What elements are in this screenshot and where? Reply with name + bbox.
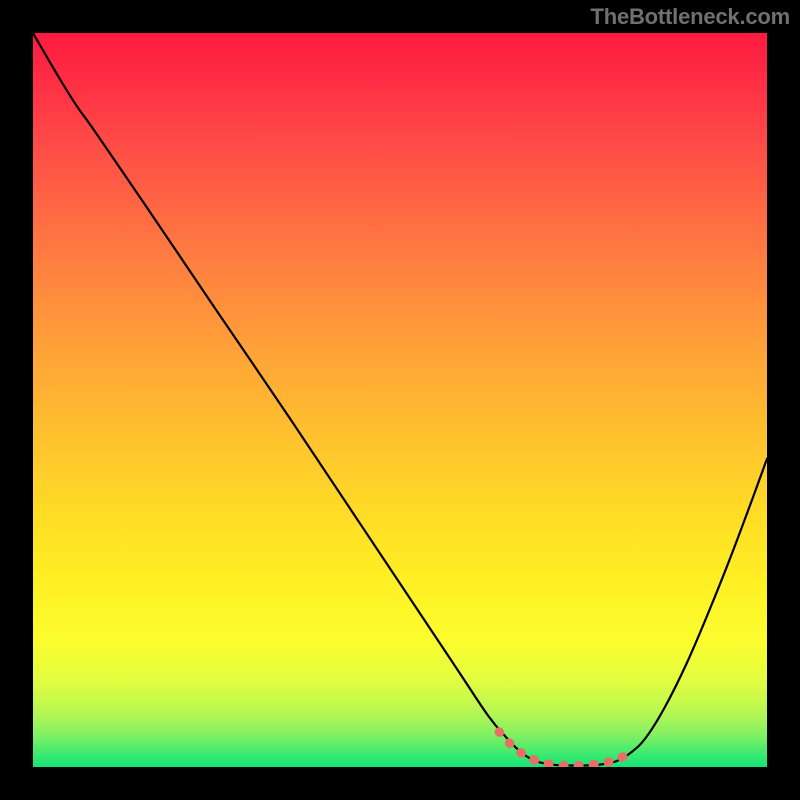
gradient-background: [33, 33, 767, 767]
chart-root: TheBottleneck.com: [0, 0, 800, 800]
chart-svg: [0, 0, 800, 800]
watermark-text: TheBottleneck.com: [590, 4, 790, 30]
